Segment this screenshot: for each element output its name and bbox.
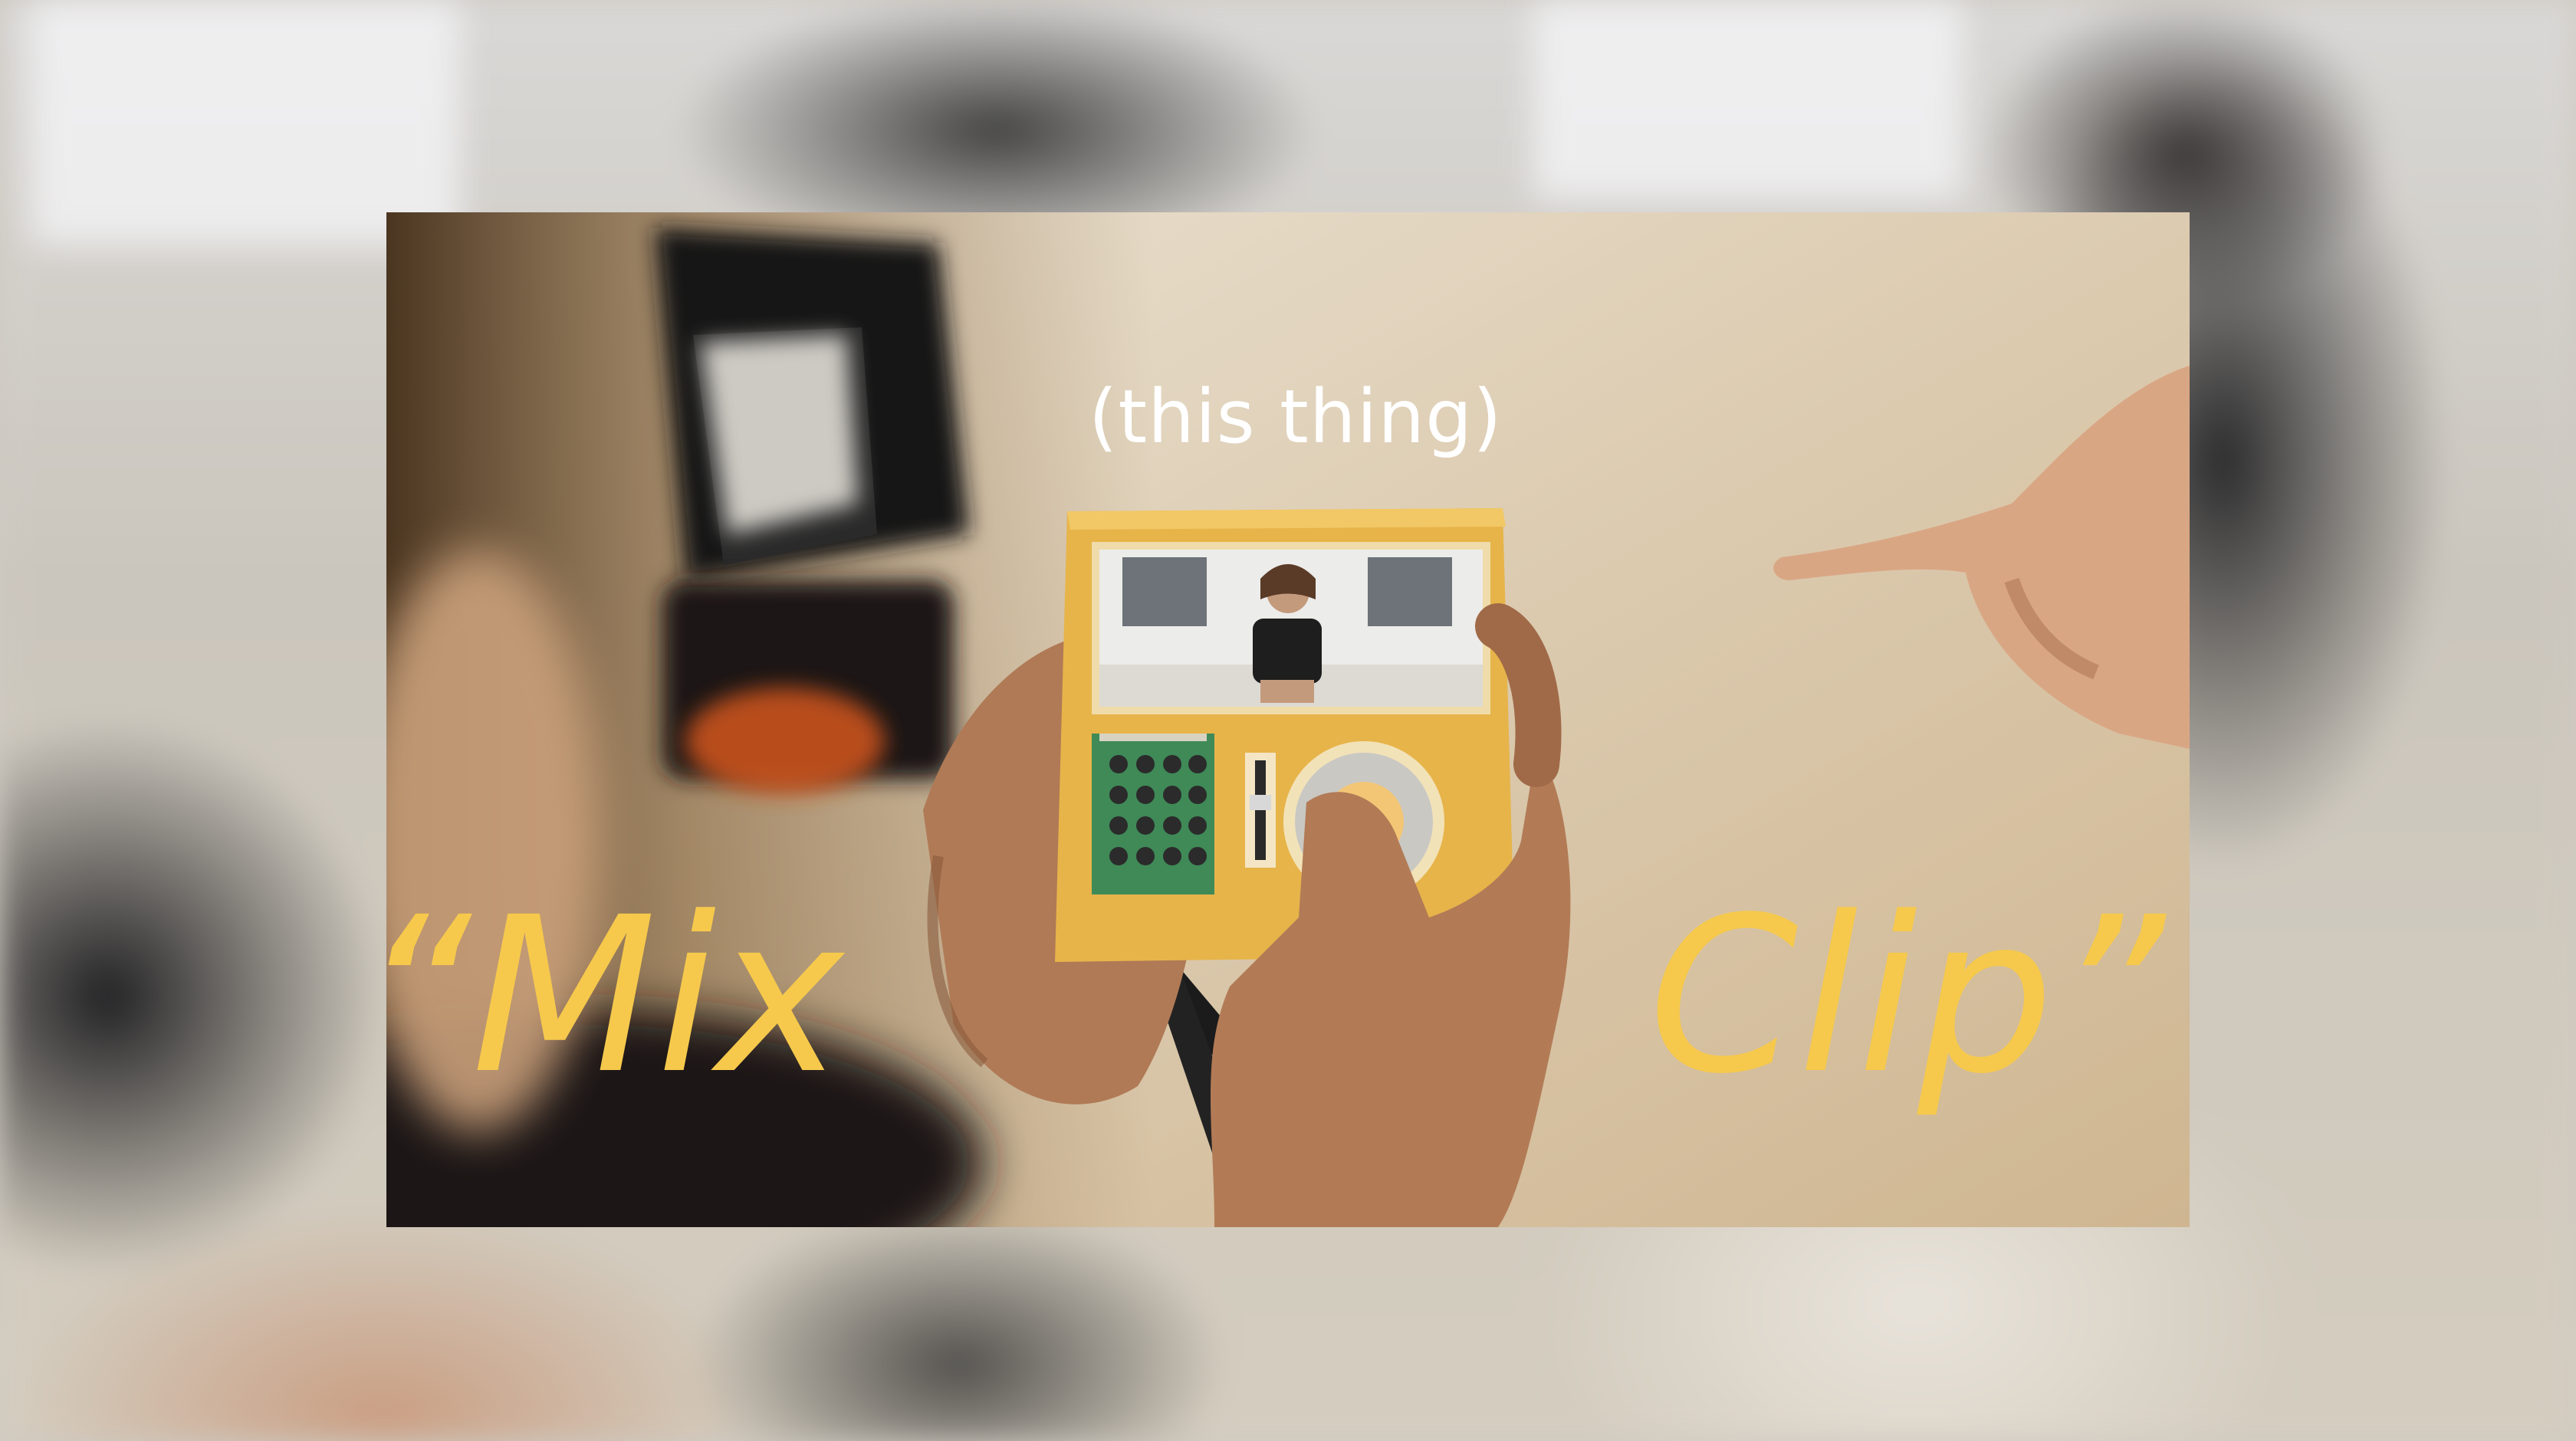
- caption-subtitle: (this thing): [1089, 374, 1503, 460]
- right-hand: [1211, 749, 1571, 1227]
- inset-photo: [386, 212, 2190, 1227]
- caption-word-right: Clip”: [1648, 871, 2165, 1121]
- mixclip-device: [1055, 508, 1515, 962]
- camera-monitor: [655, 228, 969, 580]
- background-window: [31, 0, 460, 245]
- caption-word-left: “Mix: [360, 871, 844, 1121]
- pointing-hand: [1773, 366, 2190, 749]
- inset-photo-illustration: [386, 212, 2190, 1227]
- background-window: [1533, 0, 1963, 199]
